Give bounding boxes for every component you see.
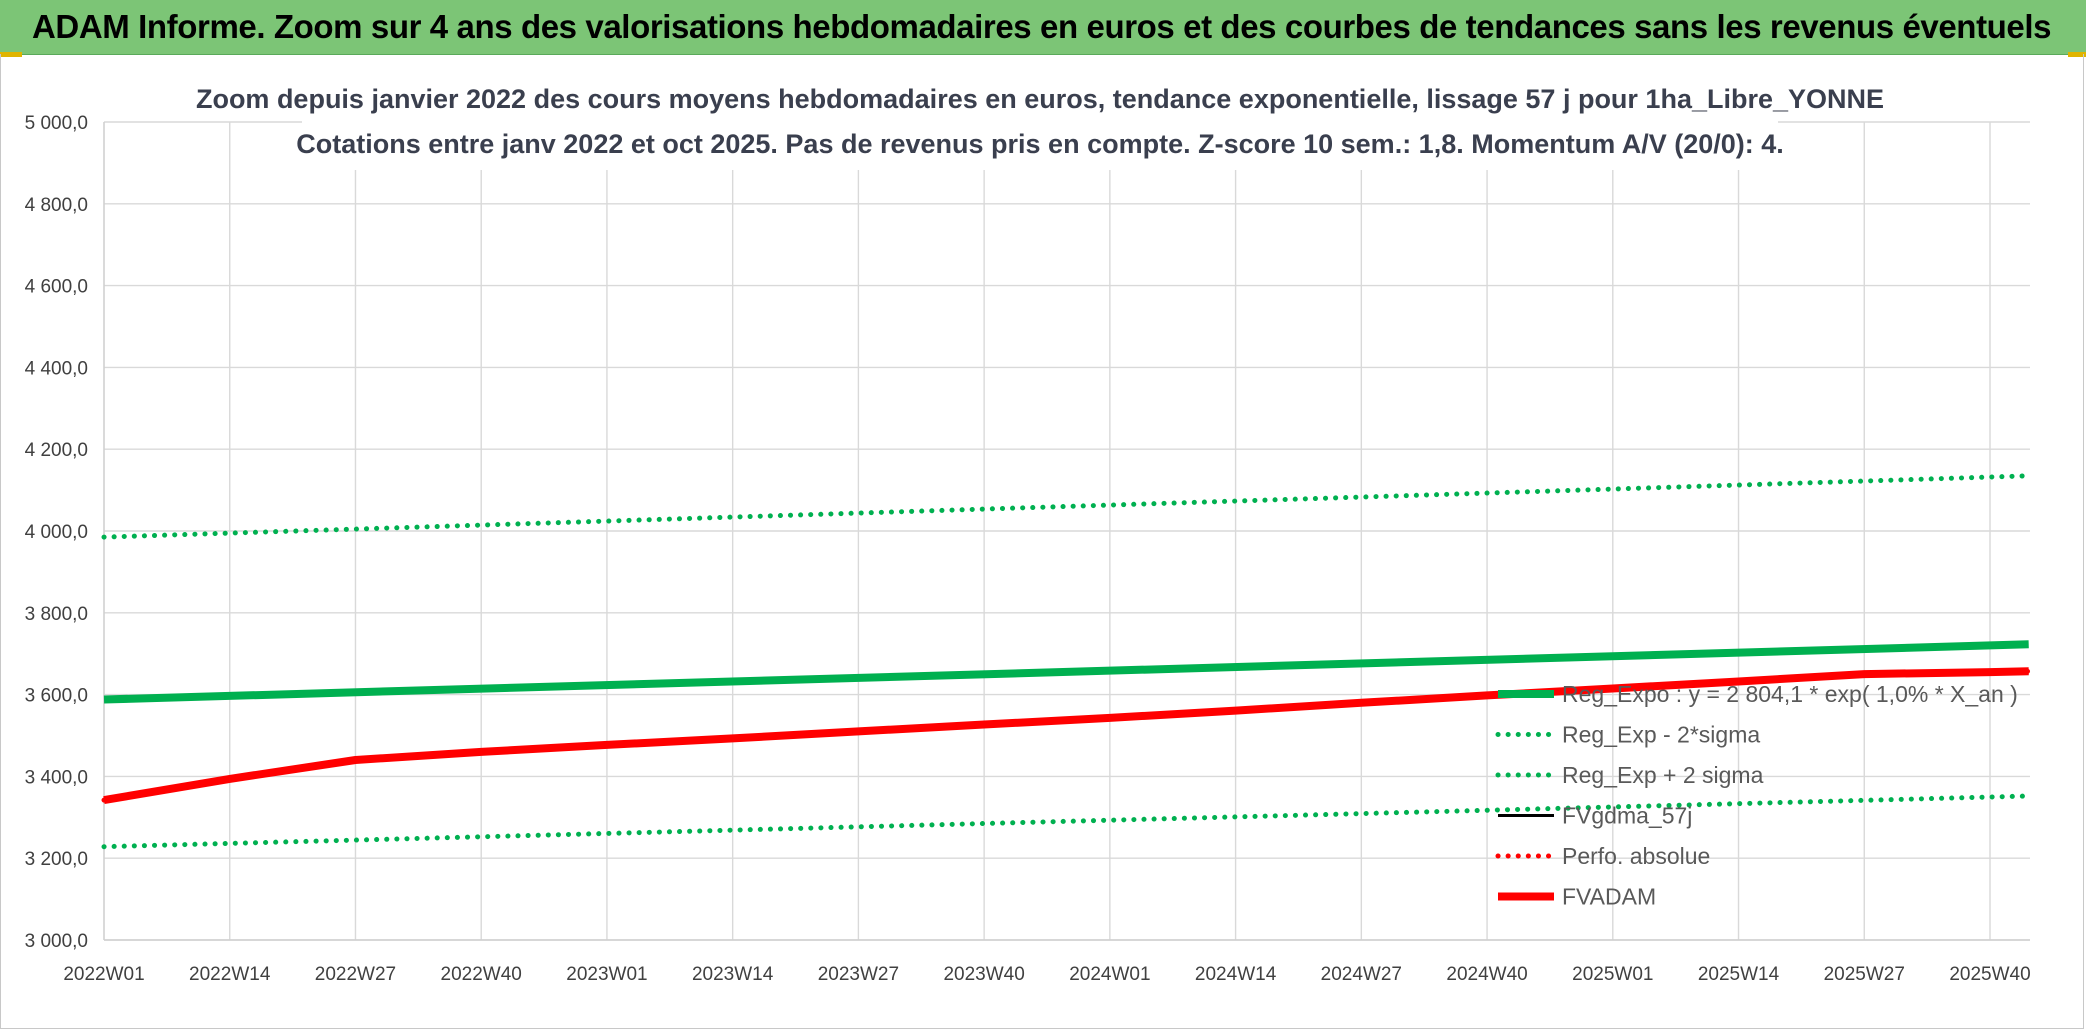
- legend-label: Reg_Exp + 2 sigma: [1562, 762, 1764, 788]
- x-tick-label: 2024W01: [1069, 964, 1150, 985]
- x-tick-label: 2024W40: [1446, 964, 1527, 985]
- chart-grid: [103, 121, 2030, 941]
- series-line-5: [103, 667, 2029, 805]
- legend-label: FVADAM: [1562, 884, 1656, 910]
- x-tick-label: 2022W01: [63, 964, 144, 985]
- legend-label: FVgdma_57j: [1562, 803, 1692, 829]
- chart-series: [101, 473, 2032, 850]
- banner-accent-right: [2068, 52, 2086, 57]
- x-tick-label: 2023W40: [943, 964, 1024, 985]
- x-tick-label: 2023W27: [818, 964, 899, 985]
- y-tick-label: 4 200,0: [25, 440, 88, 461]
- y-tick-label: 4 000,0: [25, 522, 88, 543]
- y-tick-label: 3 200,0: [25, 849, 88, 870]
- x-tick-label: 2025W27: [1824, 964, 1905, 985]
- x-tick-label: 2022W40: [441, 964, 522, 985]
- x-tick-label: 2023W01: [566, 964, 647, 985]
- y-tick-label: 3 600,0: [25, 686, 88, 707]
- report-title: ADAM Informe. Zoom sur 4 ans des valoris…: [32, 8, 2052, 45]
- chart-subtitle: Cotations entre janv 2022 et oct 2025. P…: [296, 129, 1784, 159]
- y-tick-label: 4 800,0: [25, 195, 88, 216]
- x-tick-label: 2025W01: [1572, 964, 1653, 985]
- x-tick-label: 2023W14: [692, 964, 774, 985]
- x-axis: 2022W01 2022W14 2022W27 2022W40 2023W01 2023W…: [63, 964, 2030, 985]
- chart-legend: Reg_Expo : y = 2 804,1 * exp( 1,0% * X_a…: [1495, 681, 2018, 910]
- chart-title: Zoom depuis janvier 2022 des cours moyen…: [196, 84, 1884, 114]
- series-line-2: [101, 473, 2032, 540]
- chart-titles: Zoom depuis janvier 2022 des cours moyen…: [196, 78, 1884, 170]
- x-tick-label: 2024W27: [1321, 964, 1402, 985]
- y-tick-label: 4 400,0: [25, 358, 88, 379]
- report-banner: ADAM Informe. Zoom sur 4 ans des valoris…: [0, 0, 2086, 55]
- x-tick-label: 2022W27: [315, 964, 396, 985]
- series-line-0: [103, 640, 2029, 704]
- x-tick-label: 2024W14: [1195, 964, 1277, 985]
- chart-frame: [0, 54, 2084, 1029]
- legend-label: Reg_Exp - 2*sigma: [1562, 722, 1760, 748]
- x-tick-label: 2025W14: [1698, 964, 1780, 985]
- legend-label: Reg_Expo : y = 2 804,1 * exp( 1,0% * X_a…: [1562, 681, 2018, 707]
- y-tick-label: 4 600,0: [25, 277, 88, 298]
- y-tick-label: 5 000,0: [25, 113, 88, 134]
- series-line-1: [101, 793, 2032, 850]
- legend-label: Perfo. absolue: [1562, 843, 1710, 869]
- x-tick-label: 2022W14: [189, 964, 271, 985]
- x-tick-label: 2025W40: [1949, 964, 2030, 985]
- y-tick-label: 3 400,0: [25, 767, 88, 788]
- y-tick-label: 3 000,0: [25, 931, 88, 952]
- y-axis: 3 000,0 3 200,0 3 400,0 3 600,0 3 800,0 4 000…: [25, 113, 88, 952]
- banner-accent-left: [0, 52, 22, 57]
- y-tick-label: 3 800,0: [25, 604, 88, 625]
